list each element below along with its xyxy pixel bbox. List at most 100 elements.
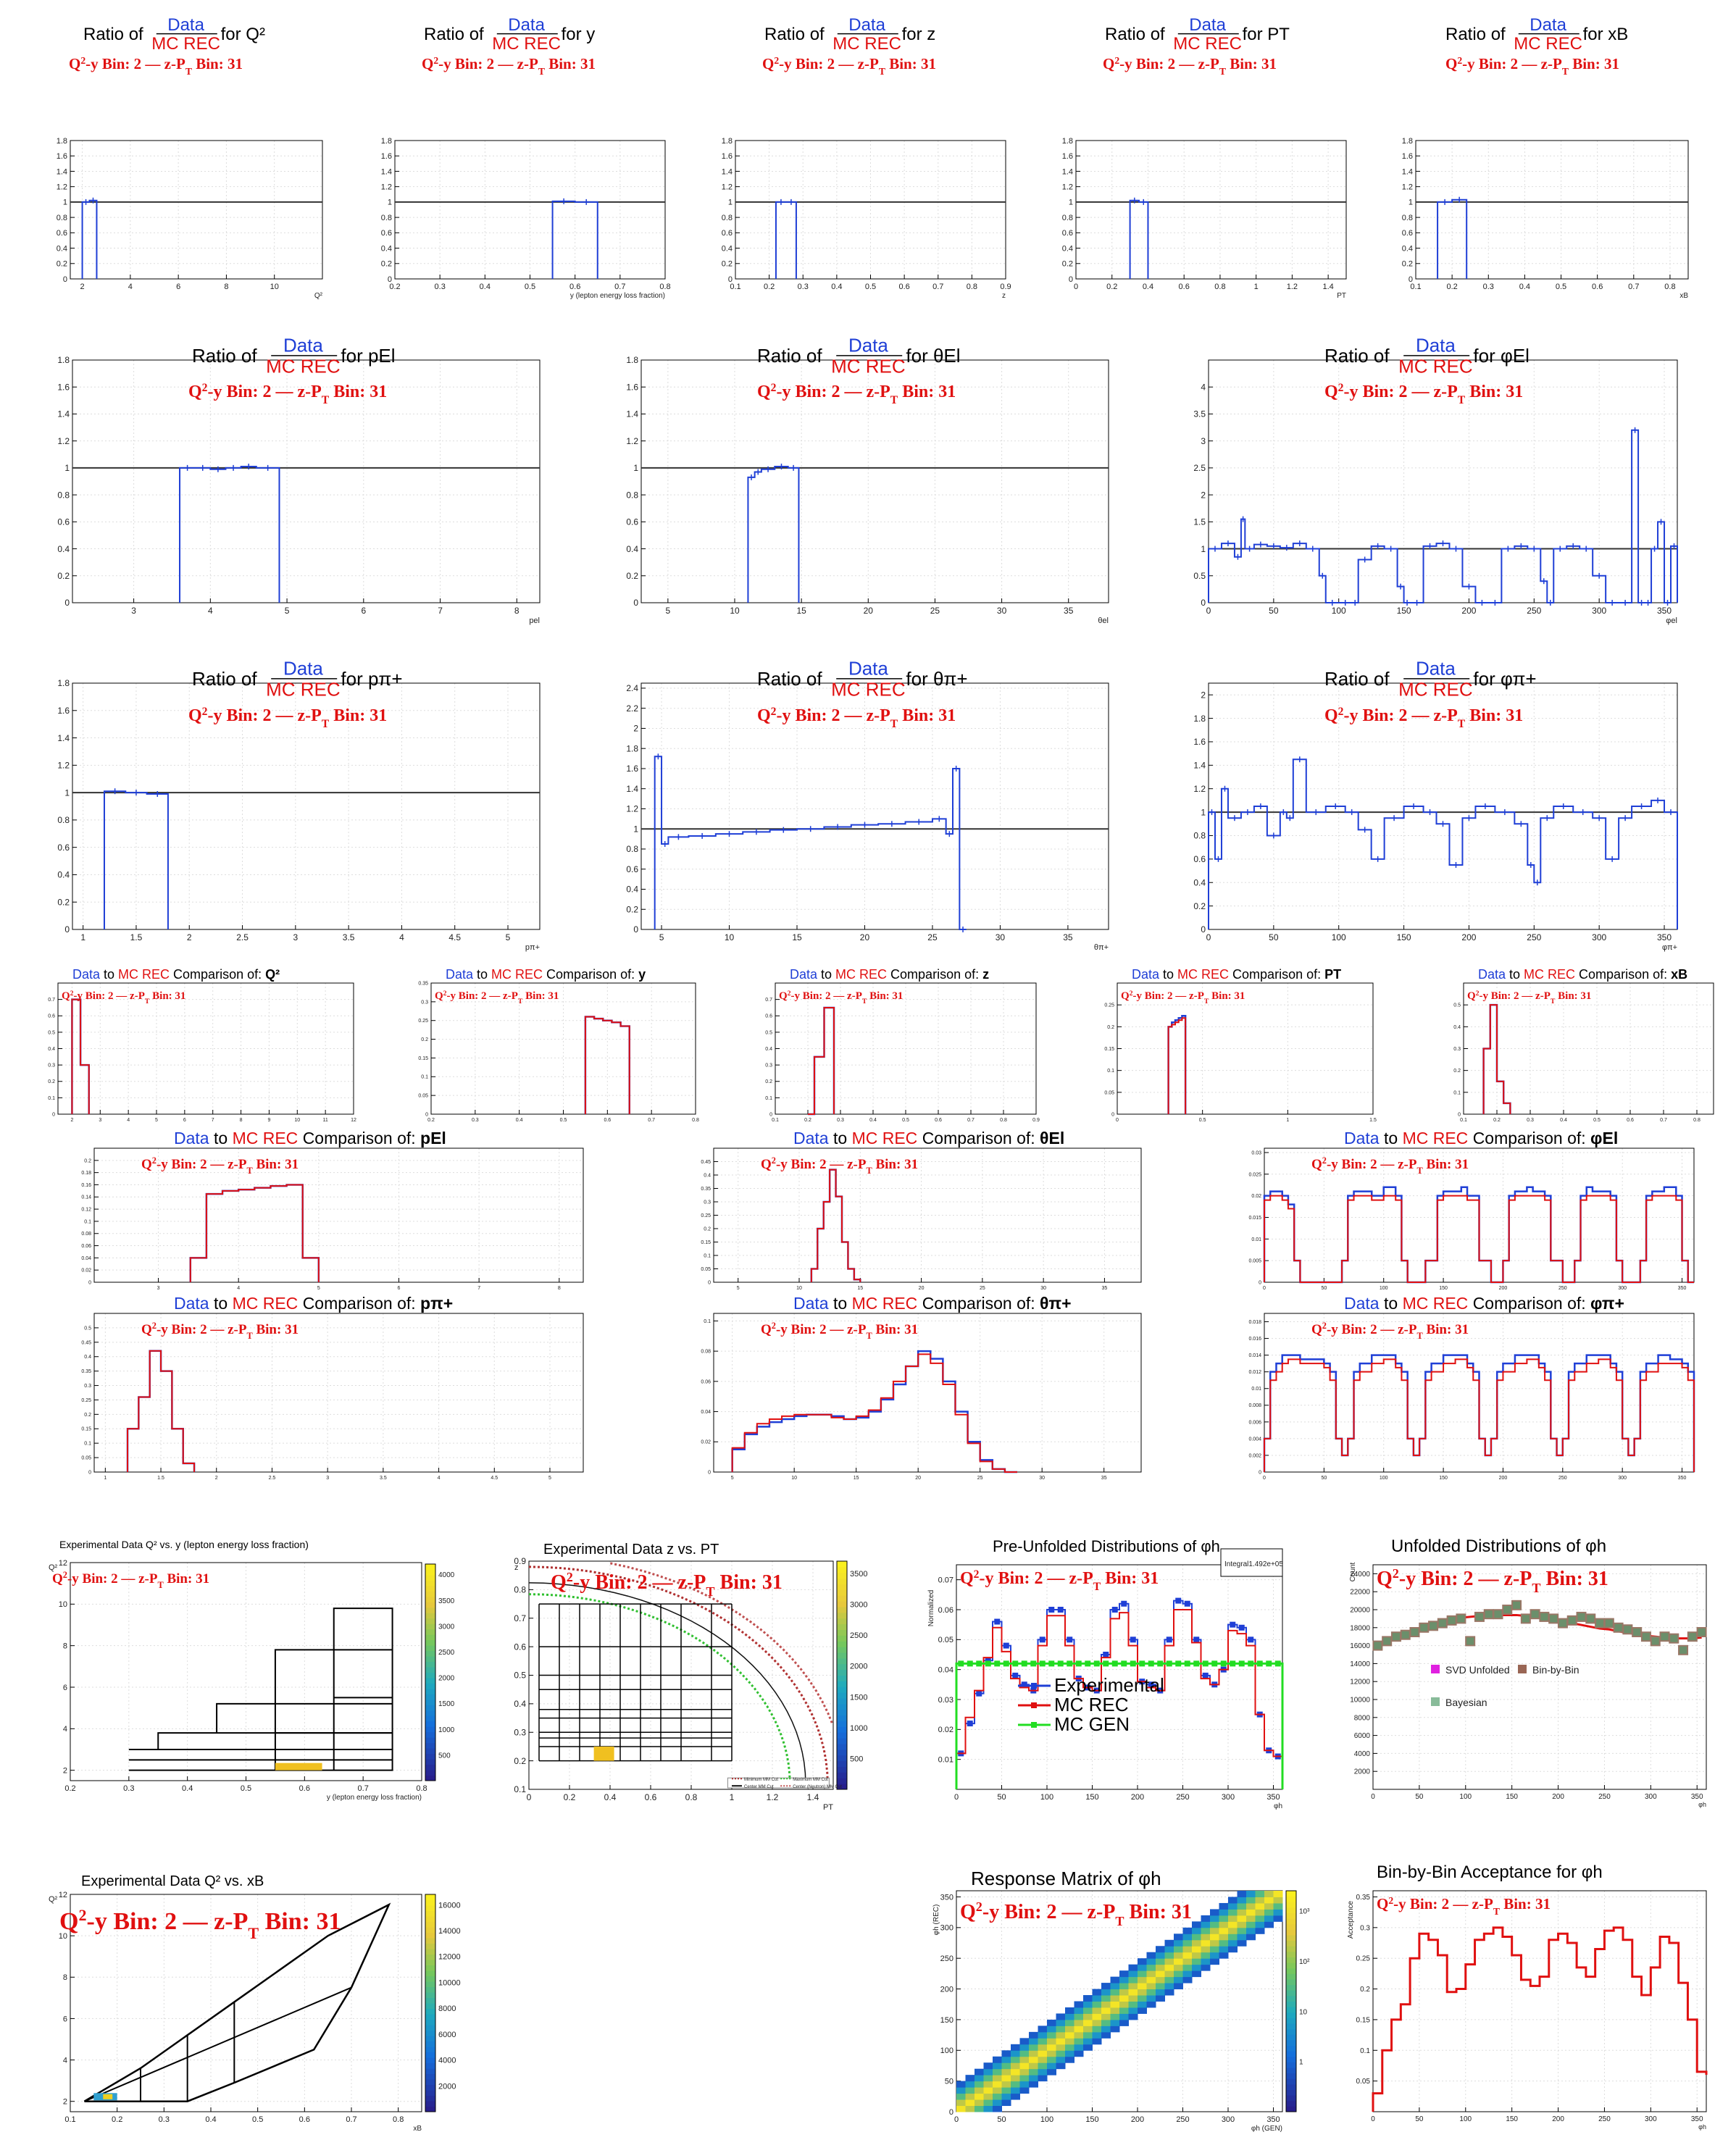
title-prefix: Ratio of bbox=[757, 668, 822, 690]
y-tick-label: 6 bbox=[63, 1684, 67, 1692]
y-tick-label: 0.4 bbox=[704, 1173, 711, 1178]
y-tick-label: 0.8 bbox=[57, 214, 67, 222]
y-tick-label: 0.8 bbox=[1402, 214, 1413, 222]
colorbar-label: 10 bbox=[1299, 2008, 1308, 2016]
y-tick-label: 0.15 bbox=[701, 1240, 711, 1245]
response-cell bbox=[1255, 1902, 1265, 1910]
response-cell bbox=[1228, 1902, 1238, 1910]
response-cell bbox=[1255, 1915, 1265, 1922]
x-tick-label: 0.7 bbox=[346, 2115, 356, 2124]
bin-label-sub: T bbox=[247, 1166, 254, 1176]
acceptance-series bbox=[1372, 1926, 1708, 2112]
unfolded-point bbox=[1669, 1633, 1679, 1644]
response-cell bbox=[1038, 2068, 1048, 2075]
bin-label-mid: -y Bin: 2 — z-P bbox=[791, 990, 862, 1002]
colorbar-cell bbox=[837, 1784, 847, 1790]
plot-frame bbox=[713, 1313, 1142, 1473]
x-tick-label: 15 bbox=[854, 1476, 859, 1481]
colorbar-cell bbox=[425, 1677, 435, 1684]
bin-label-sub: T bbox=[1417, 1166, 1424, 1176]
x-tick-label: 250 bbox=[1176, 1793, 1189, 1802]
bin-label-sub: T bbox=[1219, 66, 1226, 77]
x-axis-label: Q² bbox=[314, 292, 323, 300]
y-tick-label: 0.6 bbox=[1193, 854, 1206, 864]
y-tick-label: 24000 bbox=[1350, 1571, 1370, 1579]
colorbar-label: 3500 bbox=[850, 1570, 867, 1579]
colorbar-cell bbox=[425, 1737, 435, 1744]
x-axis-label: θπ+ bbox=[1094, 943, 1109, 952]
x-tick-label: 200 bbox=[1552, 1793, 1564, 1801]
colorbar-cell bbox=[1286, 1940, 1296, 1947]
response-cell bbox=[1119, 2013, 1129, 2020]
comp-title-suffix: Comparison of: bbox=[1579, 967, 1671, 982]
response-cell bbox=[1210, 1927, 1219, 1934]
title-var: for θEl bbox=[906, 345, 960, 367]
bin-label-end: Bin: 31 bbox=[253, 1157, 299, 1172]
colorbar-cell bbox=[425, 1960, 435, 1965]
unfolded-point bbox=[1585, 1613, 1596, 1624]
colorbar-cell bbox=[425, 1694, 435, 1700]
title-var: for xB bbox=[1583, 25, 1629, 44]
title-den: MC REC bbox=[832, 34, 901, 54]
colorbar-label: 10000 bbox=[438, 1978, 461, 1987]
response-cell bbox=[983, 2099, 993, 2107]
unfolded-point bbox=[1539, 1611, 1550, 1622]
unfolded-point bbox=[1622, 1624, 1633, 1635]
response-cell bbox=[1237, 1915, 1247, 1922]
x-tick-label: 0.1 bbox=[64, 2115, 75, 2124]
comp-title-data: Data bbox=[793, 1129, 833, 1147]
comp-title-mc: MC REC bbox=[1403, 1294, 1473, 1313]
series-marker bbox=[1012, 1672, 1019, 1678]
y-tick-label: 0.15 bbox=[81, 1427, 91, 1432]
colorbar-label: 4000 bbox=[438, 1571, 455, 1579]
y-tick-label: 0 bbox=[1201, 598, 1206, 608]
response-cell bbox=[1164, 1964, 1174, 1971]
response-cell bbox=[1001, 2087, 1011, 2094]
response-cell bbox=[1219, 1902, 1229, 1910]
response-cell bbox=[1092, 2001, 1102, 2008]
bin-label-q: Q bbox=[762, 55, 774, 72]
y-axis-label: Acceptance bbox=[1347, 1900, 1355, 1939]
response-cell bbox=[1083, 2031, 1093, 2039]
comp-title: Data to MC REC Comparison of: y bbox=[446, 967, 646, 982]
response-cell bbox=[983, 2068, 993, 2075]
colorbar-frame bbox=[836, 1560, 848, 1790]
response-cell bbox=[1029, 2044, 1038, 2051]
y-tick-label: 0.5 bbox=[765, 1030, 772, 1035]
y-tick-label: 0.25 bbox=[418, 1019, 428, 1024]
title-num: Data bbox=[848, 15, 885, 35]
y-tick-label: 0.45 bbox=[81, 1340, 91, 1345]
y-tick-label: 0.8 bbox=[722, 214, 733, 222]
x-tick-label: 3.5 bbox=[343, 932, 355, 942]
bin-label-q: Q bbox=[1377, 1895, 1388, 1912]
bin-label: Q2-y Bin: 2 — z-PT Bin: 31 bbox=[1311, 1321, 1469, 1341]
colorbar-cell bbox=[425, 1672, 435, 1678]
mc-series bbox=[1482, 1004, 1511, 1114]
unfolded-point bbox=[1650, 1636, 1661, 1647]
series-marker bbox=[1003, 1660, 1009, 1667]
comparison-plot-c-q2: 0 0.1 0.2 0.3 0.4 0.5 0.6 0.7 2 3 4 5 6 7 8 9 10 11 12 Data… bbox=[48, 967, 356, 1123]
response-cell bbox=[1237, 1939, 1247, 1947]
y-tick-label: 0.8 bbox=[1062, 214, 1073, 222]
y-tick-label: 0.2 bbox=[57, 571, 70, 581]
ratio-plot-r-pt: 0 0.2 0.4 0.6 0.8 1 1.2 1.4 1.6 1.8 0 0.2 0.4 0.6 0.8 1… bbox=[1062, 15, 1347, 300]
response-cell bbox=[1011, 2093, 1020, 2100]
response-cell bbox=[1119, 1970, 1129, 1978]
bin-label-sub: T bbox=[1115, 1914, 1124, 1928]
x-tick-label: 1.5 bbox=[130, 932, 143, 942]
bin-label-end: Bin: 31 bbox=[545, 55, 596, 72]
response-cell bbox=[1083, 2013, 1093, 2020]
response-cell bbox=[1192, 1964, 1201, 1971]
response-cell bbox=[1201, 1921, 1211, 1928]
x-tick-label: 30 bbox=[996, 932, 1006, 942]
colorbar-cell bbox=[425, 1645, 435, 1652]
data-series bbox=[731, 1350, 1017, 1473]
y-tick-label: 0 bbox=[1259, 1470, 1261, 1475]
x-axis-label: y (lepton energy loss fraction) bbox=[570, 292, 665, 300]
series-marker bbox=[1048, 1607, 1055, 1613]
response-cell bbox=[1092, 2013, 1102, 2020]
x-tick-label: 250 bbox=[1176, 2115, 1189, 2124]
response-cell bbox=[1237, 1921, 1247, 1928]
mm-cut-legend: Minimum MM Cut Maximum MM Cut Center MM Cu… bbox=[727, 1777, 842, 1789]
bin-label-sub: T bbox=[867, 1331, 873, 1341]
